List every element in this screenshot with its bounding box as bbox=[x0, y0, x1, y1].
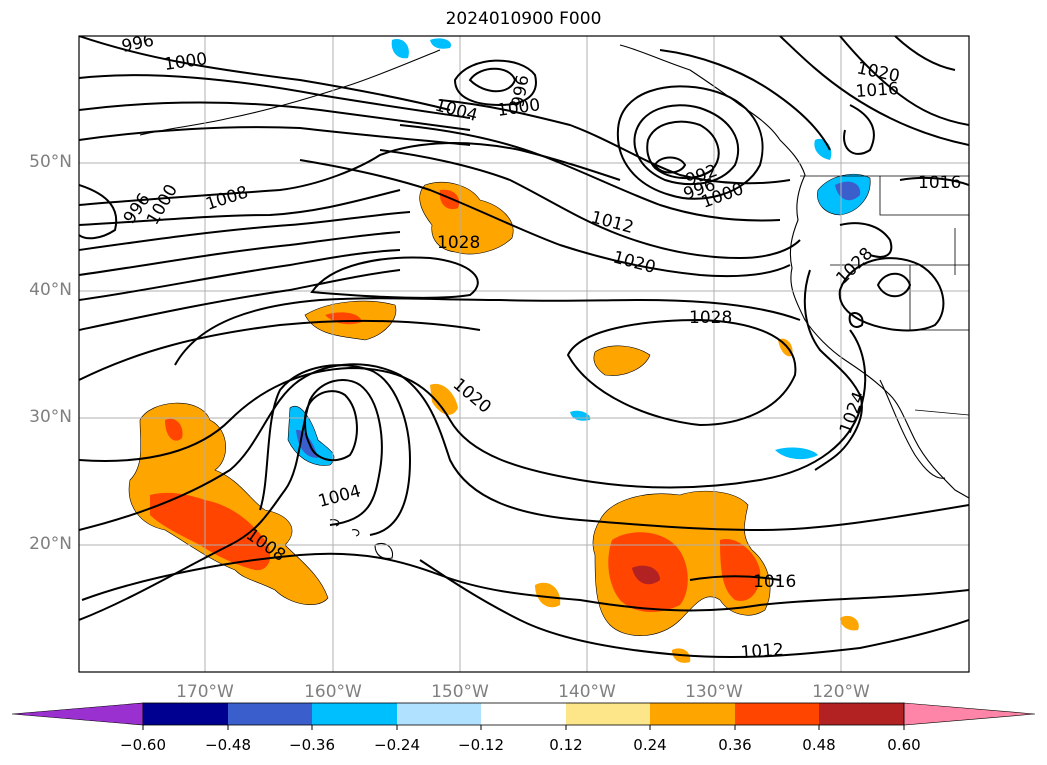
positive-anomaly-small2 bbox=[430, 383, 458, 415]
colorbar-tick-label: 0.24 bbox=[633, 736, 667, 754]
negative-anomaly-north1 bbox=[391, 39, 409, 59]
positive-anomaly-west bbox=[128, 402, 329, 605]
positive-anomaly-small1 bbox=[535, 582, 561, 608]
map-area: 996 1000 1004 1000 996 992 996 1000 1020… bbox=[79, 31, 969, 672]
colorbar-swatch bbox=[735, 703, 819, 725]
positive-anomaly-south-core2 bbox=[720, 539, 761, 601]
positive-anomaly-small4 bbox=[840, 615, 859, 631]
low-1004 bbox=[303, 390, 358, 462]
shaded-anomalies bbox=[128, 38, 871, 663]
colorbar-tick-label: 0.48 bbox=[802, 736, 836, 754]
colorbar-tick-label: 0.12 bbox=[549, 736, 583, 754]
hawaii-islands bbox=[329, 519, 360, 537]
gridlines bbox=[79, 36, 969, 672]
low-north-inner bbox=[468, 67, 517, 93]
contour-label: 996 bbox=[120, 31, 156, 57]
colorbar-swatch bbox=[481, 703, 566, 725]
contour-label: 1008 bbox=[203, 182, 250, 214]
high-1028-west bbox=[310, 256, 479, 299]
colorbar-swatch bbox=[566, 703, 650, 725]
contour-label: 1028 bbox=[689, 308, 732, 328]
colorbar-swatch bbox=[650, 703, 735, 725]
lat-label: 30°N bbox=[29, 407, 72, 427]
hawaii-big-island bbox=[374, 542, 394, 559]
lon-label: 150°W bbox=[431, 682, 489, 702]
map-frame bbox=[78, 35, 970, 673]
colorbar-tick-label: 0.36 bbox=[718, 736, 752, 754]
negative-anomaly-north2 bbox=[430, 38, 451, 49]
colorbar-swatch bbox=[819, 703, 904, 725]
aleutian-islands bbox=[139, 49, 441, 136]
map-title: 2024010900 F000 bbox=[445, 9, 602, 29]
lon-label: 170°W bbox=[176, 682, 234, 702]
borders bbox=[800, 175, 969, 416]
colorbar bbox=[11, 702, 1036, 730]
colorbar-tick-label: −0.48 bbox=[205, 736, 251, 754]
contour-label: 1016 bbox=[753, 572, 796, 592]
lon-label: 140°W bbox=[558, 682, 616, 702]
positive-anomaly-south-max bbox=[632, 565, 660, 585]
colorbar-tick-label: −0.36 bbox=[289, 736, 335, 754]
state-borders bbox=[830, 176, 969, 331]
colorbar-outline bbox=[142, 702, 905, 726]
positive-anomaly-west-core2 bbox=[165, 418, 183, 441]
positive-anomaly-east bbox=[593, 345, 651, 376]
colorbar-swatch bbox=[143, 703, 228, 725]
lon-label: 120°W bbox=[812, 682, 870, 702]
contour-label: 1020 bbox=[611, 248, 658, 279]
colorbar-swatch bbox=[228, 703, 312, 725]
contour-label: 1016 bbox=[855, 79, 900, 102]
lat-label: 50°N bbox=[29, 152, 72, 172]
baja-peninsula bbox=[879, 379, 946, 479]
contour-label: 1012 bbox=[740, 640, 785, 663]
high-1028-east bbox=[566, 318, 797, 427]
colorbar-tick-label: −0.12 bbox=[458, 736, 504, 754]
negative-anomaly-east bbox=[775, 447, 818, 460]
colorbar-extend-high bbox=[903, 702, 1036, 726]
lon-label: 160°W bbox=[304, 682, 362, 702]
lon-label: 130°W bbox=[685, 682, 743, 702]
lat-label: 20°N bbox=[29, 534, 72, 554]
us-mexico-border bbox=[914, 409, 969, 416]
positive-anomaly-west-core bbox=[150, 492, 271, 571]
colorbar-ticks bbox=[142, 725, 905, 730]
colorbar-extend-low bbox=[11, 702, 144, 726]
contour-label: 1000 bbox=[163, 49, 209, 75]
contour-label: 1028 bbox=[832, 244, 877, 289]
low-gulf-inner bbox=[646, 120, 720, 180]
colorbar-swatch bbox=[312, 703, 397, 725]
positive-anomaly-small3 bbox=[778, 338, 793, 357]
low-gulf-outer bbox=[616, 85, 764, 200]
low-gulf-mid bbox=[633, 104, 740, 186]
low-north-outer bbox=[453, 59, 537, 107]
lat-label: 40°N bbox=[29, 280, 72, 300]
colorbar-tick-label: −0.24 bbox=[374, 736, 420, 754]
colorbar-swatch bbox=[397, 703, 481, 725]
contour-label: 1012 bbox=[589, 208, 636, 239]
positive-anomaly-central-core bbox=[439, 189, 460, 210]
isobars bbox=[79, 36, 969, 659]
contour-label: 1016 bbox=[918, 173, 961, 193]
colorbar-tick-label: −0.60 bbox=[120, 736, 166, 754]
contour-label: 1004 bbox=[316, 481, 363, 512]
contour-label: 1028 bbox=[437, 233, 480, 253]
colorbar-tick-label: 0.60 bbox=[887, 736, 921, 754]
